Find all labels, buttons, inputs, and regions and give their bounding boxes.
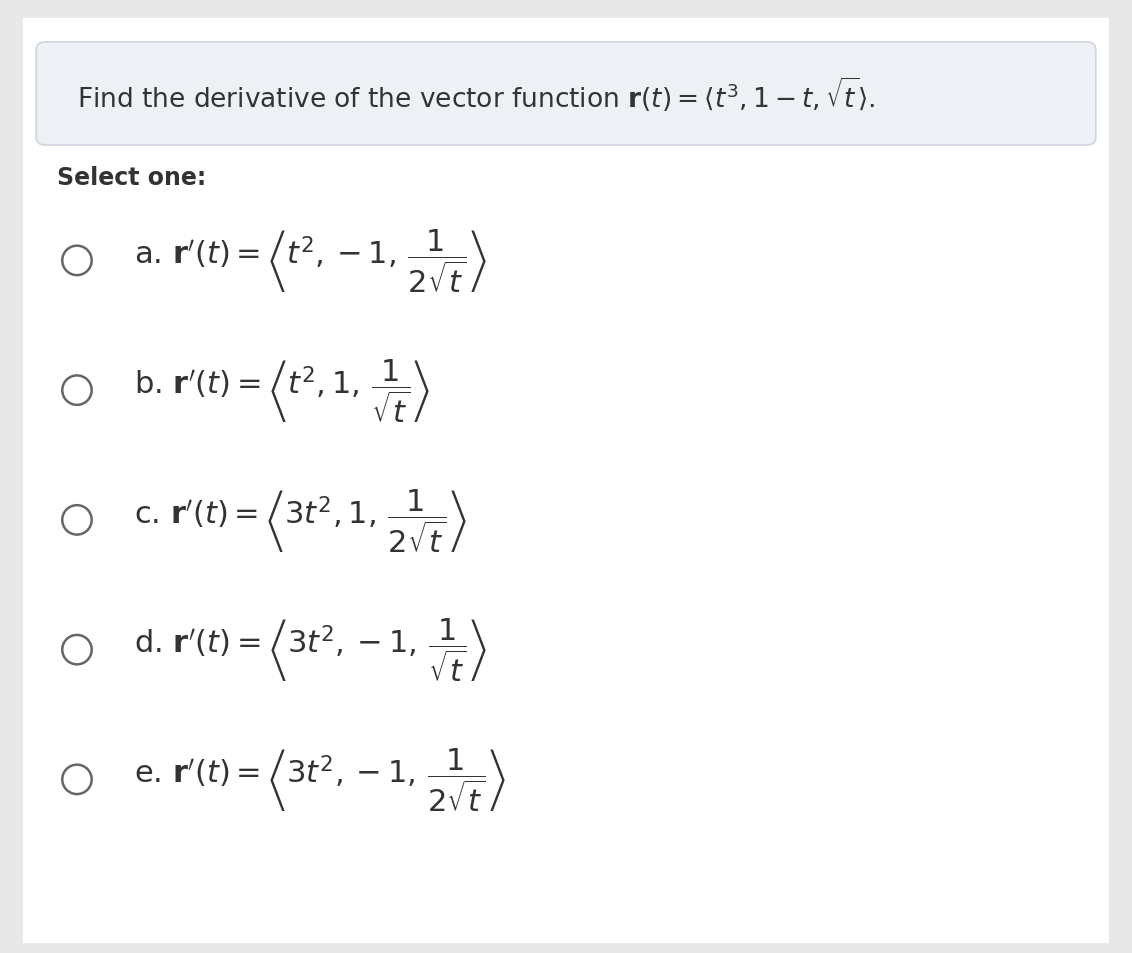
Text: Find the derivative of the vector function $\mathbf{r}(t) = \langle t^3, 1 - t, : Find the derivative of the vector functi… xyxy=(77,75,875,113)
Text: e. $\mathbf{r}'(t) = \left\langle 3t^2, -1,\, \dfrac{1}{2\sqrt{t}}\right\rangle$: e. $\mathbf{r}'(t) = \left\langle 3t^2, … xyxy=(134,746,506,813)
FancyBboxPatch shape xyxy=(23,19,1109,943)
Text: b. $\mathbf{r}'(t) = \left\langle t^2, 1,\, \dfrac{1}{\sqrt{t}}\right\rangle$: b. $\mathbf{r}'(t) = \left\langle t^2, 1… xyxy=(134,357,430,424)
Text: d. $\mathbf{r}'(t) = \left\langle 3t^2, -1,\, \dfrac{1}{\sqrt{t}}\right\rangle$: d. $\mathbf{r}'(t) = \left\langle 3t^2, … xyxy=(134,617,487,683)
Text: c. $\mathbf{r}'(t) = \left\langle 3t^2, 1,\, \dfrac{1}{2\sqrt{t}}\right\rangle$: c. $\mathbf{r}'(t) = \left\langle 3t^2, … xyxy=(134,487,466,554)
FancyBboxPatch shape xyxy=(36,43,1096,146)
Text: Select one:: Select one: xyxy=(57,166,206,190)
Text: a. $\mathbf{r}'(t) = \left\langle t^2, -1,\, \dfrac{1}{2\sqrt{t}}\right\rangle$: a. $\mathbf{r}'(t) = \left\langle t^2, -… xyxy=(134,228,487,294)
